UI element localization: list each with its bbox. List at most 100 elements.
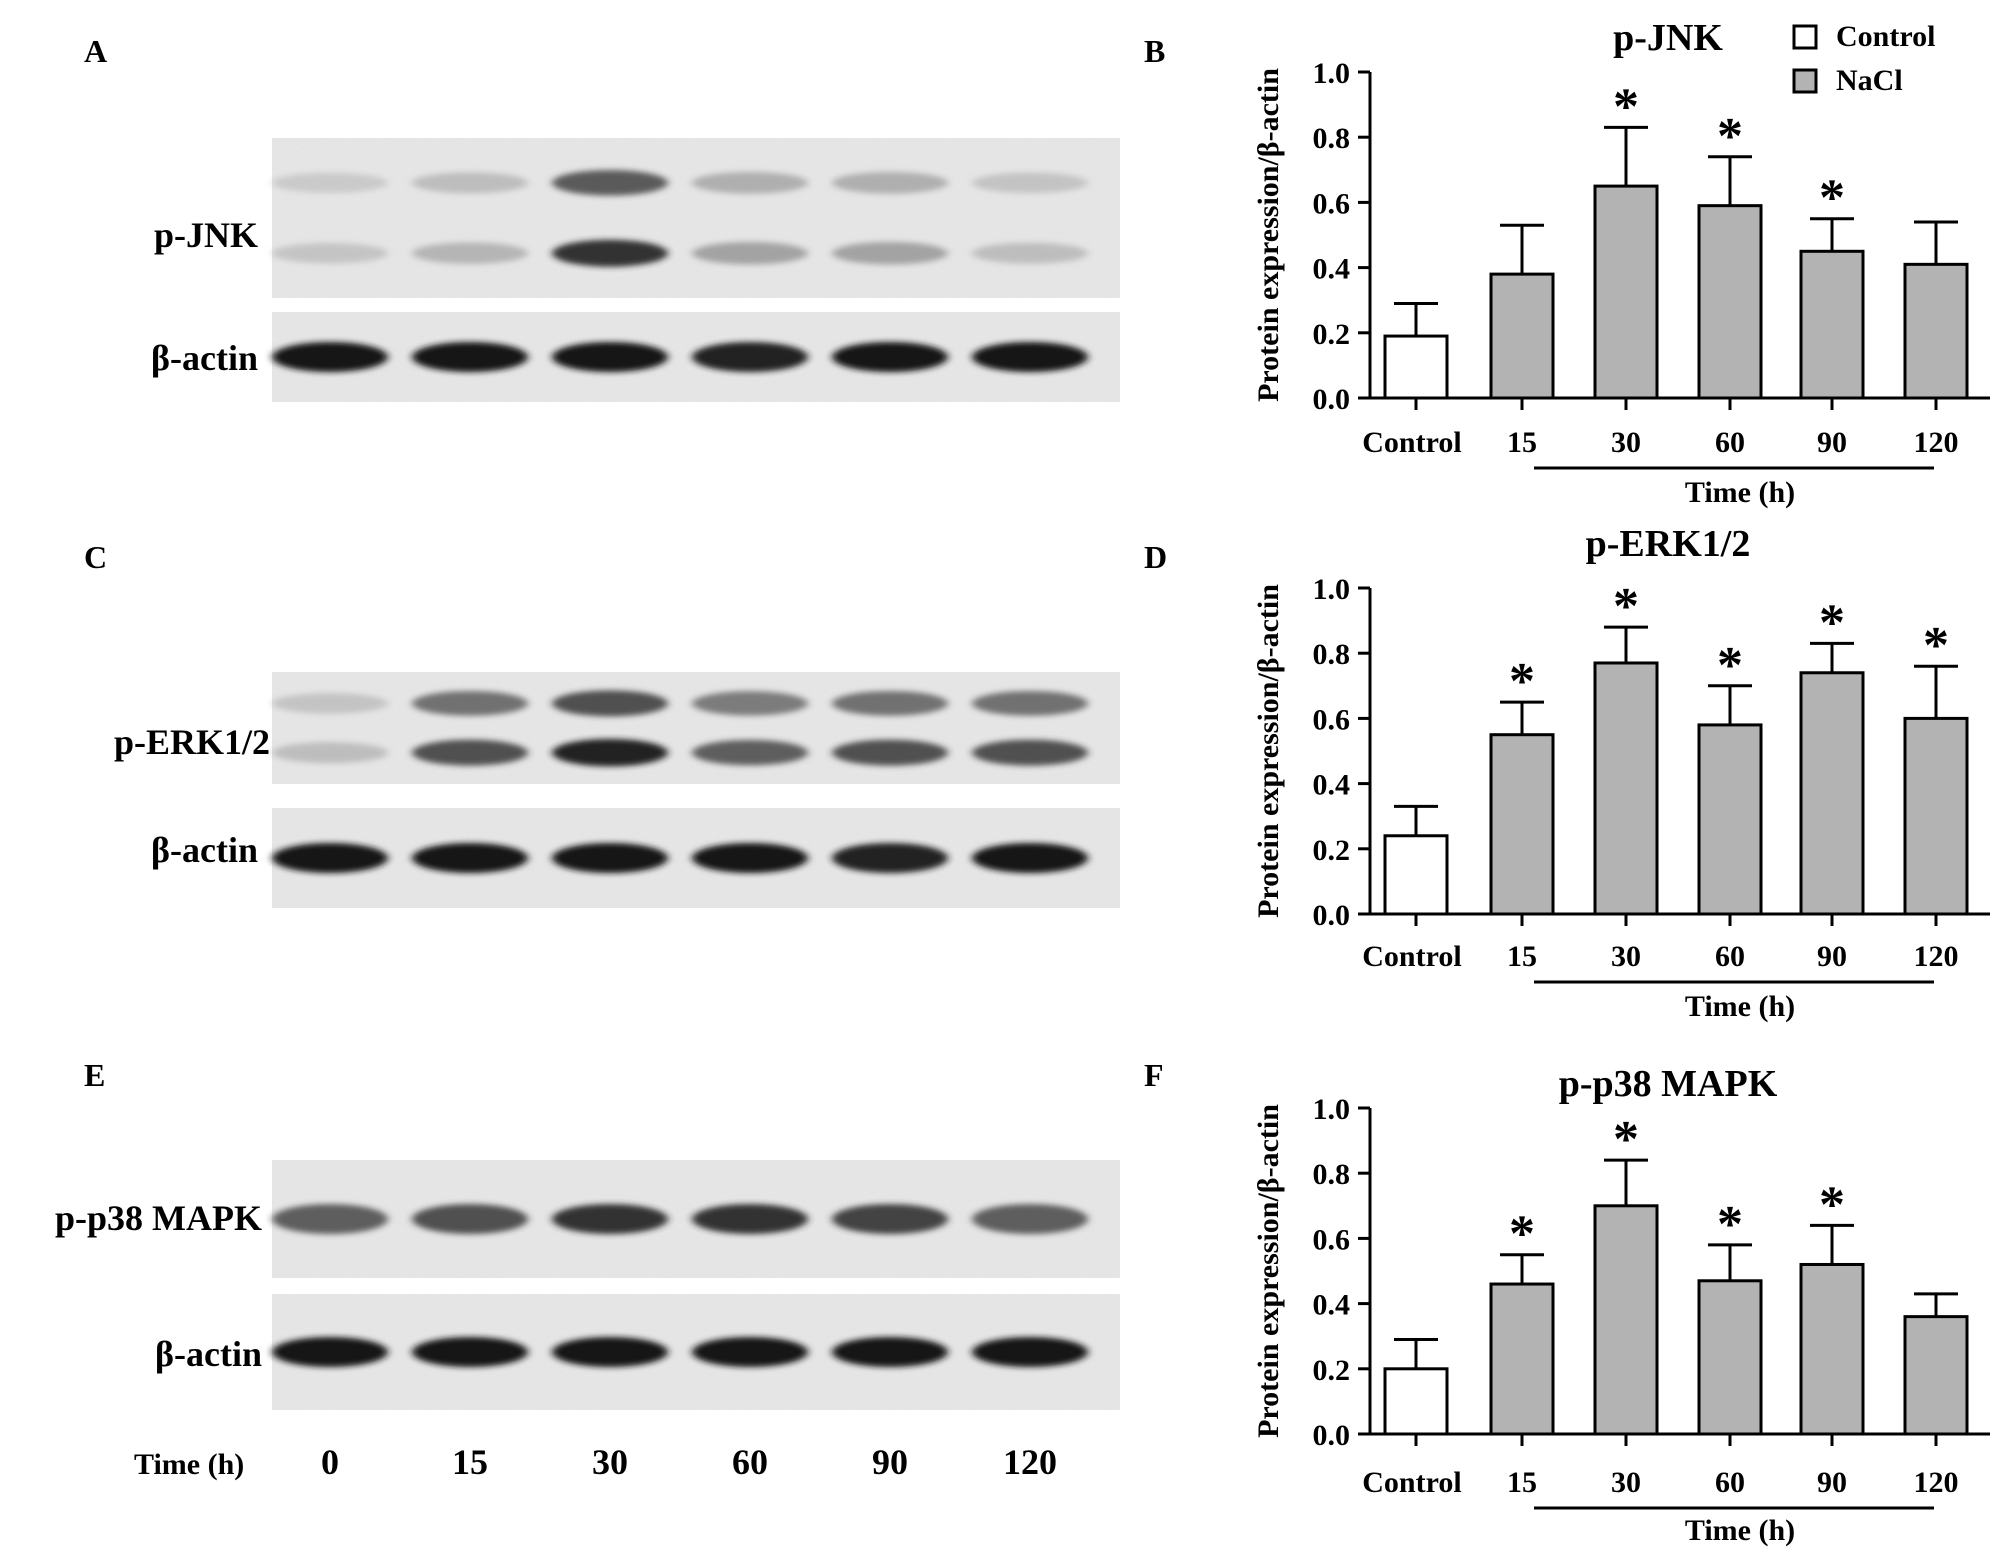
y-tick-label: 0.4 xyxy=(1313,1289,1351,1322)
significance-asterisk: * xyxy=(1923,617,1949,674)
blot-band xyxy=(692,1337,808,1367)
bar xyxy=(1593,1204,1659,1436)
blot-band xyxy=(832,690,948,716)
blot-label-beta-actin-e: β-actin xyxy=(155,1334,262,1374)
blot-strip-p-p38 xyxy=(272,1160,1120,1278)
blot-time-values: 0 15 30 60 90 120 xyxy=(321,1442,1057,1482)
blot-label-p-jnk: p-JNK xyxy=(154,215,258,255)
x-tick-label: 90 xyxy=(1817,426,1847,459)
x-tick-label: 15 xyxy=(1507,940,1537,973)
blot-band xyxy=(972,690,1088,716)
bar xyxy=(1799,1262,1865,1436)
bar xyxy=(1903,1315,1969,1436)
y-tick-label: 0.6 xyxy=(1313,1223,1351,1256)
blot-band xyxy=(412,172,528,194)
bar xyxy=(1697,723,1763,916)
y-tick-label: 0.8 xyxy=(1313,122,1351,155)
y-tick-label: 0.6 xyxy=(1313,703,1351,736)
x-tick-label: 60 xyxy=(1715,426,1745,459)
blot-band xyxy=(412,242,528,264)
legend-swatch-nacl xyxy=(1792,68,1818,94)
x-tick-label: 15 xyxy=(1507,426,1537,459)
blot-band xyxy=(832,1204,948,1234)
western-blot-e: p-p38 MAPK β-actin Time (h) 0 15 30 60 90 120 xyxy=(55,1160,1120,1482)
significance-asterisk: * xyxy=(1717,637,1743,694)
blot-strip-beta-actin-e xyxy=(272,1294,1120,1410)
panel-letter-f: F xyxy=(1144,1057,1164,1093)
blot-band xyxy=(972,843,1088,873)
panel-letter-a: A xyxy=(84,33,107,69)
blot-band xyxy=(692,691,808,716)
x-axis-label: Time (h) xyxy=(1685,476,1795,509)
chart-title: p-p38 MAPK xyxy=(1559,1063,1778,1105)
blot-band xyxy=(832,241,948,265)
y-tick-label: 0.0 xyxy=(1313,383,1351,416)
blot-grain xyxy=(272,138,1120,298)
blot-band xyxy=(272,693,388,714)
blot-band xyxy=(272,843,388,873)
blot-band xyxy=(832,171,948,194)
blot-band xyxy=(692,1204,808,1234)
significance-asterisk: * xyxy=(1509,1206,1535,1263)
bar xyxy=(1799,671,1865,916)
blot-band xyxy=(272,172,388,193)
y-axis-label: Protein expression/β-actin xyxy=(1252,1104,1285,1438)
blot-strip-beta-actin-a xyxy=(272,312,1120,402)
y-axis-label: Protein expression/β-actin xyxy=(1252,584,1285,918)
panel-letter-e: E xyxy=(84,1057,105,1093)
bar xyxy=(1489,1282,1555,1436)
blot-band xyxy=(272,1337,388,1367)
bar xyxy=(1593,184,1659,400)
bar xyxy=(1383,1367,1449,1436)
chart-legend: Control NaCl xyxy=(1792,20,1935,97)
blot-band xyxy=(272,742,388,764)
blot-band xyxy=(972,242,1088,264)
bar xyxy=(1799,249,1865,400)
bar-chart-d: p-ERK1/2 Protein expression/β-actin 0.0 0.2… xyxy=(1252,523,1990,1023)
y-tick-label: 1.0 xyxy=(1313,1093,1351,1126)
significance-asterisk: * xyxy=(1613,578,1639,635)
x-tick-label: 60 xyxy=(1715,940,1745,973)
panel-letter-c: C xyxy=(84,539,107,575)
panel-letter-d: D xyxy=(1144,539,1167,575)
significance-asterisk: * xyxy=(1717,1196,1743,1253)
x-tick-label: 120 xyxy=(1914,426,1959,459)
x-tick-label: 90 xyxy=(1817,1466,1847,1499)
western-blot-a: p-JNK β-actin xyxy=(151,138,1120,402)
blot-band xyxy=(972,739,1088,766)
blot-band xyxy=(972,342,1088,372)
x-tick-label: Control xyxy=(1362,1466,1461,1499)
significance-asterisk: * xyxy=(1613,78,1639,135)
blot-time-value: 120 xyxy=(1003,1442,1057,1482)
blot-band xyxy=(412,739,528,766)
y-tick-label: 0.8 xyxy=(1313,1158,1351,1191)
chart-title: p-JNK xyxy=(1613,17,1723,59)
y-tick-label: 0.0 xyxy=(1313,1419,1351,1452)
blot-band xyxy=(692,843,808,873)
blot-band xyxy=(552,738,668,767)
blot-time-value: 90 xyxy=(872,1442,908,1482)
x-tick-label: 30 xyxy=(1611,426,1641,459)
y-tick-label: 0.6 xyxy=(1313,187,1351,220)
legend-label-control: Control xyxy=(1836,20,1935,53)
bar xyxy=(1697,1279,1763,1436)
x-axis-label: Time (h) xyxy=(1685,1514,1795,1547)
blot-band xyxy=(692,739,808,766)
blot-band xyxy=(552,690,668,717)
blot-strip-p-erk xyxy=(272,672,1120,784)
x-tick-label: 30 xyxy=(1611,1466,1641,1499)
blot-strip-p-jnk xyxy=(272,138,1120,298)
blot-label-p-erk: p-ERK1/2 xyxy=(114,722,270,762)
blot-band xyxy=(972,172,1088,194)
blot-band xyxy=(412,342,528,372)
x-tick-label: Control xyxy=(1362,426,1461,459)
y-tick-label: 0.4 xyxy=(1313,769,1351,802)
bar xyxy=(1593,661,1659,916)
blot-label-beta-actin-a: β-actin xyxy=(151,338,258,378)
y-tick-label: 0.2 xyxy=(1313,834,1351,867)
y-tick-label: 0.4 xyxy=(1313,253,1351,286)
chart-title: p-ERK1/2 xyxy=(1586,523,1751,565)
significance-asterisk: * xyxy=(1613,1111,1639,1168)
bar-chart-f: p-p38 MAPK Protein expression/β-actin 0.0 0… xyxy=(1252,1063,1990,1547)
